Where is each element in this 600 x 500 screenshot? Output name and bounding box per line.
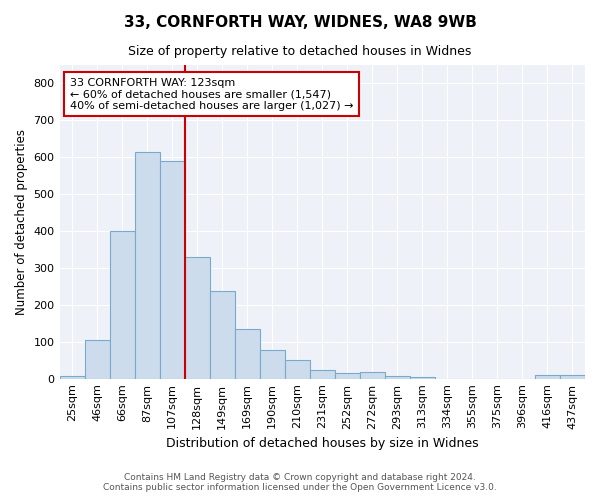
Bar bbox=[285, 360, 310, 378]
Y-axis label: Number of detached properties: Number of detached properties bbox=[15, 129, 28, 315]
Bar bbox=[335, 373, 360, 378]
Bar bbox=[560, 375, 585, 378]
Bar bbox=[209, 291, 235, 378]
Bar bbox=[235, 329, 260, 378]
X-axis label: Distribution of detached houses by size in Widnes: Distribution of detached houses by size … bbox=[166, 437, 479, 450]
Text: Size of property relative to detached houses in Widnes: Size of property relative to detached ho… bbox=[128, 45, 472, 58]
Bar bbox=[360, 372, 385, 378]
Bar bbox=[160, 160, 185, 378]
Text: 33 CORNFORTH WAY: 123sqm
← 60% of detached houses are smaller (1,547)
40% of sem: 33 CORNFORTH WAY: 123sqm ← 60% of detach… bbox=[70, 78, 353, 110]
Bar bbox=[134, 152, 160, 378]
Text: 33, CORNFORTH WAY, WIDNES, WA8 9WB: 33, CORNFORTH WAY, WIDNES, WA8 9WB bbox=[124, 15, 476, 30]
Bar bbox=[185, 257, 209, 378]
Bar bbox=[85, 340, 110, 378]
Bar bbox=[410, 377, 435, 378]
Bar bbox=[59, 376, 85, 378]
Bar bbox=[385, 376, 410, 378]
Bar bbox=[110, 230, 134, 378]
Bar bbox=[260, 350, 285, 378]
Bar bbox=[535, 376, 560, 378]
Text: Contains HM Land Registry data © Crown copyright and database right 2024.
Contai: Contains HM Land Registry data © Crown c… bbox=[103, 473, 497, 492]
Bar bbox=[310, 370, 335, 378]
